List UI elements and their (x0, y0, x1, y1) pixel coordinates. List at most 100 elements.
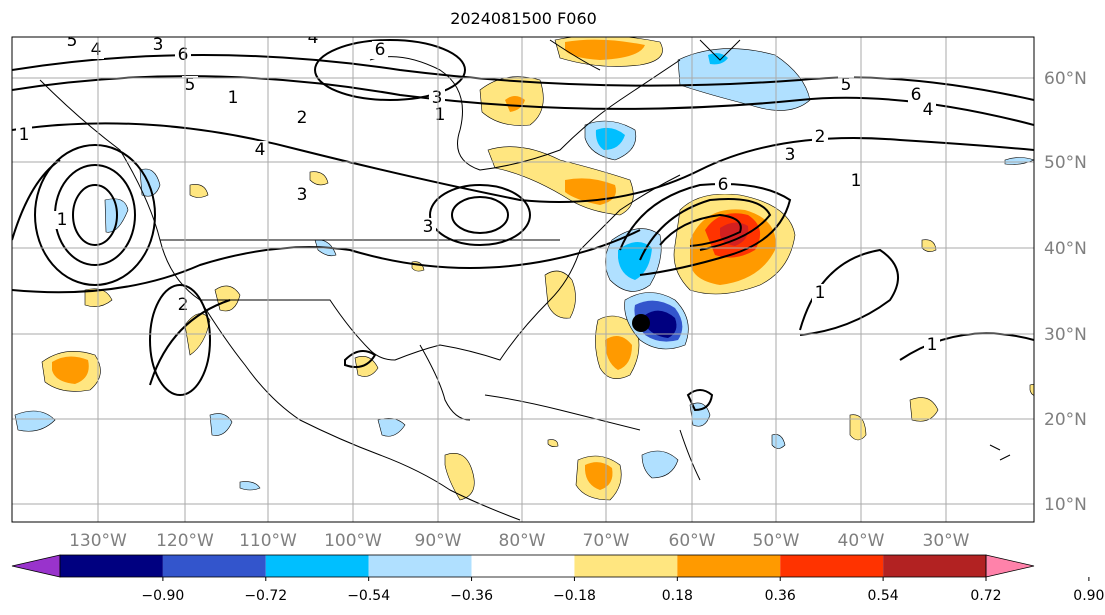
contour-label: 1 (927, 335, 938, 355)
contour-label-background (182, 76, 198, 94)
longitude-label: 70°W (583, 531, 630, 551)
longitude-label: 50°W (753, 531, 800, 551)
colorbar-tick-label: 0.72 (970, 588, 1001, 604)
contour-label: 3 (432, 88, 443, 108)
contour-label: 1 (228, 88, 239, 108)
map-frame (11, 36, 1035, 523)
longitude-label: 120°W (156, 531, 214, 551)
contour-label: 6 (911, 85, 922, 105)
longitude-label: 40°W (838, 531, 885, 551)
contour-label: 2 (178, 295, 189, 315)
colorbar-over-extension (985, 554, 1035, 578)
contour-label-background (838, 76, 854, 94)
contour-label: 4 (923, 100, 934, 120)
latitude-label: 30°N (1044, 325, 1087, 345)
longitude-label: 60°W (669, 531, 716, 551)
colorbar-tick-label: 0.18 (662, 588, 693, 604)
gridlines (12, 37, 1034, 522)
contour-label-background (848, 172, 864, 190)
latitude-label: 60°N (1044, 69, 1087, 89)
contour-label: 2 (297, 108, 308, 128)
colorbar (11, 554, 1035, 578)
colorbar-swatch (883, 555, 986, 577)
longitude-label: 110°W (239, 531, 297, 551)
contour-label-background (812, 128, 828, 146)
latitude-label: 50°N (1044, 153, 1087, 173)
colorbar-tick-label: −0.54 (347, 588, 390, 604)
contour-label: 6 (375, 40, 386, 60)
colorbar-tick-label: −0.90 (141, 588, 184, 604)
contour-label-background (432, 106, 448, 124)
longitude-label: 90°W (415, 531, 462, 551)
contour-label-background (225, 89, 241, 107)
colorbar-tick-label: −0.18 (553, 588, 596, 604)
map-title: 2024081500 F060 (450, 9, 597, 28)
colorbar-tick-label: 0.54 (868, 588, 899, 604)
contour-label-background (715, 176, 731, 194)
contour-label-background (908, 86, 924, 104)
storm-center-dot (632, 314, 650, 332)
contour-label: 5 (841, 75, 852, 95)
contour-label-background (812, 284, 828, 302)
contour-label-background (54, 211, 70, 229)
contour-label: 1 (815, 283, 826, 303)
contour-label: 5 (67, 31, 78, 51)
contour-label-background (150, 37, 166, 54)
contour-label: 6 (178, 45, 189, 65)
contour-label: 4 (308, 28, 319, 48)
longitude-labels: 130°W 120°W 110°W 100°W 90°W 80°W 70°W 60°W 50°W… (69, 531, 970, 551)
contour-label: 1 (435, 105, 446, 125)
contour-label-background (372, 41, 388, 59)
colorbar-swatch (471, 555, 575, 577)
contour-label-background (294, 109, 310, 127)
latitude-label: 20°N (1044, 410, 1087, 430)
latitude-label: 10°N (1044, 495, 1087, 515)
contour-label: 3 (785, 145, 796, 165)
latitude-label: 40°N (1044, 239, 1087, 259)
colorbar-swatch (368, 555, 472, 577)
contour-label-background (175, 296, 191, 314)
contour-label-background (64, 37, 80, 50)
coastlines (39, 39, 1011, 521)
longitude-label: 100°W (324, 531, 382, 551)
contour-label-background (920, 101, 936, 119)
longitude-label: 130°W (69, 531, 127, 551)
longitude-label: 30°W (923, 531, 970, 551)
contour-label-background (16, 126, 32, 144)
contour-label: 1 (851, 171, 862, 191)
contour-label-background (420, 218, 436, 236)
colorbar-swatch (677, 555, 781, 577)
contour-label-background (429, 89, 445, 107)
contour-label: 3 (297, 185, 308, 205)
colorbar-swatch (574, 555, 678, 577)
contour-label: 5 (185, 75, 196, 95)
contour-label: 3 (153, 35, 164, 55)
contour-label-background (924, 336, 940, 354)
colorbar-swatch (162, 555, 266, 577)
contour-label-background (175, 46, 191, 64)
colorbar-swatch (60, 555, 163, 577)
contour-label: 4 (255, 140, 266, 160)
colorbar-under-extension (11, 554, 61, 578)
colorbar-tick-label: −0.36 (450, 588, 493, 604)
contour-label: 2 (815, 127, 826, 147)
colorbar-tick-label: 0.90 (1073, 588, 1104, 604)
contour-label: 3 (423, 217, 434, 237)
contour-label: 1 (57, 210, 68, 230)
contour-label-background (305, 37, 321, 47)
colorbar-tick-labels: −0.90 −0.72 −0.54 −0.36 −0.18 0.18 0.36 0.54 0.7… (141, 577, 1104, 604)
contour-label-background (294, 186, 310, 204)
longitude-label: 80°W (499, 531, 546, 551)
colorbar-swatch (265, 555, 369, 577)
colorbar-swatch (780, 555, 884, 577)
contour-label: 1 (19, 125, 30, 145)
contour-label: 6 (718, 175, 729, 195)
latitude-labels: 60°N 50°N 40°N 30°N 20°N 10°N (1044, 69, 1087, 515)
contour-label-background (782, 146, 798, 164)
colorbar-tick-label: −0.72 (244, 588, 287, 604)
colorbar-tick-label: 0.36 (765, 588, 796, 604)
contour-label: 4 (91, 40, 102, 60)
contour-label-background (252, 141, 268, 159)
